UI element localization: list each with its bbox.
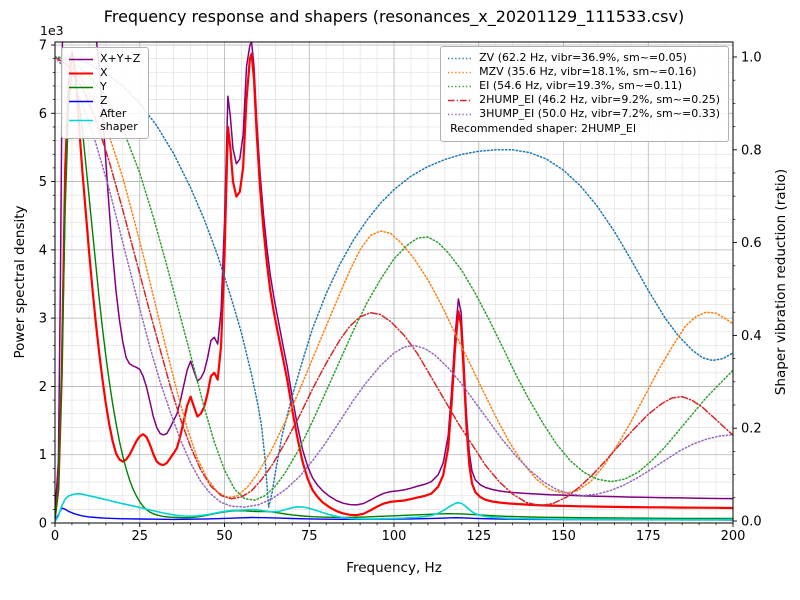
x-tick-label: 75 [301,529,318,544]
x-tick-label: 200 [721,529,746,544]
x-tick-label: 100 [382,529,407,544]
y-left-tick-label: 3 [39,312,47,327]
y-axis-label-left: Power spectral density [12,205,28,359]
legend-line-sample [69,100,93,102]
legend-label: X [100,65,108,79]
legend-item-z: Z [68,94,140,108]
x-tick-label: 150 [551,529,576,544]
legend-line-sample [69,72,93,74]
legend-label: EI (54.6 Hz, vibr=19.3%, sm~=0.11) [479,78,683,92]
series-ei3 [55,56,733,508]
series-ei [55,56,733,501]
legend-item-ei3: 3HUMP_EI (50.0 Hz, vibr=7.2%, sm~=0.33) [447,107,720,121]
legend-label: X+Y+Z [100,51,141,65]
legend-item-mzv: MZV (35.6 Hz, vibr=18.1%, sm~=0.16) [447,65,720,79]
x-tick-label: 50 [216,529,233,544]
legend-label: 2HUMP_EI (46.2 Hz, vibr=9.2%, sm~=0.25) [479,92,720,106]
y-right-tick-label: 0.8 [741,143,762,158]
legend-label: ZV (62.2 Hz, vibr=36.9%, sm~=0.05) [479,50,687,64]
legend-line-sample [69,58,93,60]
y-left-tick-label: 1 [39,448,47,463]
legend-line-sample [448,113,473,115]
y-left-tick-label: 0 [39,517,47,532]
x-tick-label: 25 [131,529,148,544]
x-tick-label: 175 [636,529,661,544]
legend-label: MZV (35.6 Hz, vibr=18.1%, sm~=0.16) [479,64,697,78]
legend-item-ei: EI (54.6 Hz, vibr=19.3%, sm~=0.11) [447,79,720,93]
y-left-tick-label: 2 [39,380,47,395]
y-right-tick-label: 0.4 [741,329,762,344]
legend-line-sample [448,57,473,59]
legend-item-sum: X+Y+Z [68,52,140,66]
legend-line-sample [69,86,93,88]
legend-item-x: X [68,66,140,80]
y-left-tick-label: 6 [39,107,47,122]
legend-psd: X+Y+Z X Y Z After shaper [61,47,150,139]
legend-label: After shaper [100,107,138,133]
y-left-tick-label: 4 [39,243,47,258]
y-left-tick-label: 7 [39,39,47,54]
y-right-tick-label: 0.0 [741,515,762,530]
series-zv [55,56,733,508]
y-right-tick-label: 0.2 [741,422,762,437]
legend-label: 3HUMP_EI (50.0 Hz, vibr=7.2%, sm~=0.33) [479,106,720,120]
legend-line-sample [448,85,473,87]
legend-item-y: Y [68,80,140,94]
series-x [55,50,733,519]
axis-offset-text: 1e3 [40,23,64,38]
series-ei2 [55,56,733,507]
legend-item-zv: ZV (62.2 Hz, vibr=36.9%, sm~=0.05) [447,51,720,65]
legend-label: Y [100,79,107,93]
y-right-tick-label: 1.0 [741,50,762,65]
legend-item-after: After shaper [68,107,140,134]
legend-item-ei2: 2HUMP_EI (46.2 Hz, vibr=9.2%, sm~=0.25) [447,93,720,107]
y-left-tick-label: 5 [39,175,47,190]
y-right-tick-label: 0.6 [741,236,762,251]
legend-line-sample [448,99,473,101]
legend-line-sample [69,120,93,122]
legend-shapers: ZV (62.2 Hz, vibr=36.9%, sm~=0.05) MZV (3… [440,46,729,142]
series-after [55,492,733,523]
y-axis-label-right: Shaper vibration reduction (ratio) [773,168,789,396]
x-tick-label: 125 [466,529,491,544]
chart-title: Frequency response and shapers (resonanc… [103,7,685,26]
legend-label: Z [100,93,108,107]
x-axis-label: Frequency, Hz [346,560,442,576]
legend-footer-recommended: Recommended shaper: 2HUMP_EI [450,122,637,135]
legend-line-sample [448,71,473,73]
x-tick-label: 0 [51,529,59,544]
series-mzv [55,56,733,499]
